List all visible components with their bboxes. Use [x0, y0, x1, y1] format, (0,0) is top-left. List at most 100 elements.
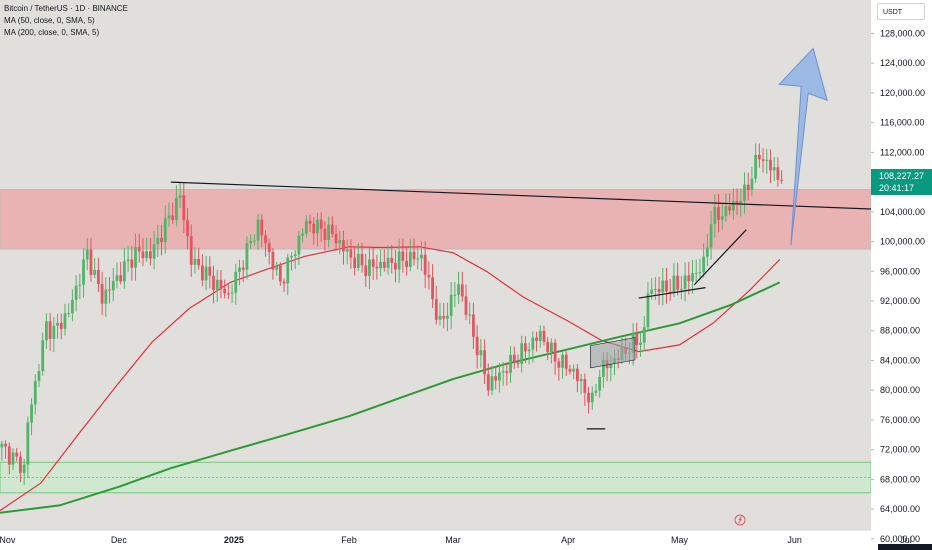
candle[interactable] — [33, 374, 37, 415]
candle[interactable] — [542, 325, 546, 346]
candle[interactable] — [230, 284, 234, 304]
candle[interactable] — [746, 172, 750, 201]
candle[interactable] — [668, 279, 672, 302]
candle[interactable] — [316, 212, 319, 247]
candle[interactable] — [535, 331, 538, 352]
candle[interactable] — [308, 214, 312, 232]
candle[interactable] — [575, 364, 579, 393]
candle[interactable] — [267, 238, 271, 265]
candle[interactable] — [642, 316, 646, 352]
candle[interactable] — [212, 265, 215, 304]
candle[interactable] — [702, 243, 706, 278]
candle[interactable] — [672, 262, 676, 297]
candle[interactable] — [765, 148, 769, 175]
candle[interactable] — [19, 451, 22, 483]
candle[interactable] — [304, 215, 308, 238]
candle[interactable] — [145, 237, 149, 262]
candle[interactable] — [464, 284, 468, 321]
candle[interactable] — [186, 208, 189, 250]
bull-flag[interactable] — [590, 337, 636, 369]
candle[interactable] — [423, 241, 427, 289]
ma50-line[interactable] — [0, 246, 781, 512]
candle[interactable] — [334, 225, 338, 252]
candle[interactable] — [661, 268, 665, 306]
candle[interactable] — [568, 365, 572, 375]
candle[interactable] — [520, 335, 524, 373]
candle[interactable] — [52, 317, 56, 353]
candle[interactable] — [683, 262, 687, 302]
candle[interactable] — [130, 246, 134, 281]
candle[interactable] — [360, 242, 364, 273]
candle[interactable] — [134, 233, 137, 281]
candle[interactable] — [245, 236, 249, 280]
candle[interactable] — [85, 238, 89, 271]
candle[interactable] — [4, 440, 7, 459]
candle[interactable] — [163, 205, 167, 254]
candle[interactable] — [71, 289, 74, 322]
candle[interactable] — [37, 363, 41, 387]
candle[interactable] — [278, 262, 282, 286]
candle[interactable] — [457, 271, 460, 305]
candle[interactable] — [590, 386, 594, 411]
ma200-legend[interactable]: MA (200, close, 0, SMA, 5) — [4, 28, 100, 37]
candle[interactable] — [509, 346, 512, 383]
candle[interactable] — [665, 267, 668, 304]
candle[interactable] — [342, 230, 345, 265]
candle[interactable] — [646, 282, 650, 332]
candle[interactable] — [561, 351, 564, 379]
candle[interactable] — [59, 313, 63, 340]
candle[interactable] — [256, 213, 260, 250]
candle[interactable] — [189, 224, 193, 277]
candle[interactable] — [356, 243, 360, 272]
candle[interactable] — [160, 224, 163, 256]
projection-arrow[interactable] — [778, 47, 828, 246]
candle[interactable] — [353, 247, 357, 276]
candle[interactable] — [171, 202, 175, 225]
candle[interactable] — [550, 338, 553, 364]
pine-script-icon[interactable] — [734, 514, 746, 526]
candle[interactable] — [739, 188, 743, 217]
candle[interactable] — [698, 258, 702, 279]
candle[interactable] — [111, 268, 115, 302]
candle[interactable] — [63, 303, 67, 336]
candle[interactable] — [182, 183, 186, 234]
candle[interactable] — [483, 339, 486, 384]
candle[interactable] — [717, 193, 720, 233]
candle[interactable] — [122, 248, 126, 289]
candle[interactable] — [56, 313, 59, 339]
candle[interactable] — [475, 325, 479, 369]
candle[interactable] — [757, 143, 761, 168]
candle[interactable] — [468, 302, 472, 325]
candle[interactable] — [137, 233, 141, 263]
candle[interactable] — [772, 156, 776, 181]
candle[interactable] — [453, 282, 457, 308]
candle[interactable] — [553, 338, 557, 375]
candle[interactable] — [524, 336, 527, 363]
candle[interactable] — [148, 237, 152, 266]
candle[interactable] — [323, 221, 327, 251]
candle[interactable] — [301, 228, 305, 243]
candle[interactable] — [215, 269, 219, 303]
candle[interactable] — [0, 440, 4, 461]
symbol-title[interactable]: Bitcoin / TetherUS · 1D · BINANCE — [4, 4, 128, 13]
candle[interactable] — [761, 148, 765, 173]
candle[interactable] — [397, 238, 401, 283]
candle[interactable] — [293, 249, 297, 269]
candle[interactable] — [531, 331, 535, 363]
candle[interactable] — [152, 230, 156, 270]
candle[interactable] — [512, 346, 516, 369]
ma50-legend[interactable]: MA (50, close, 0, SMA, 5) — [4, 16, 95, 25]
candle[interactable] — [271, 247, 275, 280]
candle[interactable] — [108, 276, 111, 304]
candle[interactable] — [579, 373, 583, 395]
candle[interactable] — [546, 337, 550, 361]
candle[interactable] — [167, 202, 171, 227]
candle[interactable] — [74, 275, 78, 312]
candle[interactable] — [427, 261, 431, 290]
candle[interactable] — [679, 275, 683, 300]
candle[interactable] — [312, 217, 316, 245]
candle[interactable] — [442, 302, 446, 329]
candle[interactable] — [408, 238, 412, 272]
candle[interactable] — [67, 303, 71, 318]
candle[interactable] — [89, 237, 93, 282]
